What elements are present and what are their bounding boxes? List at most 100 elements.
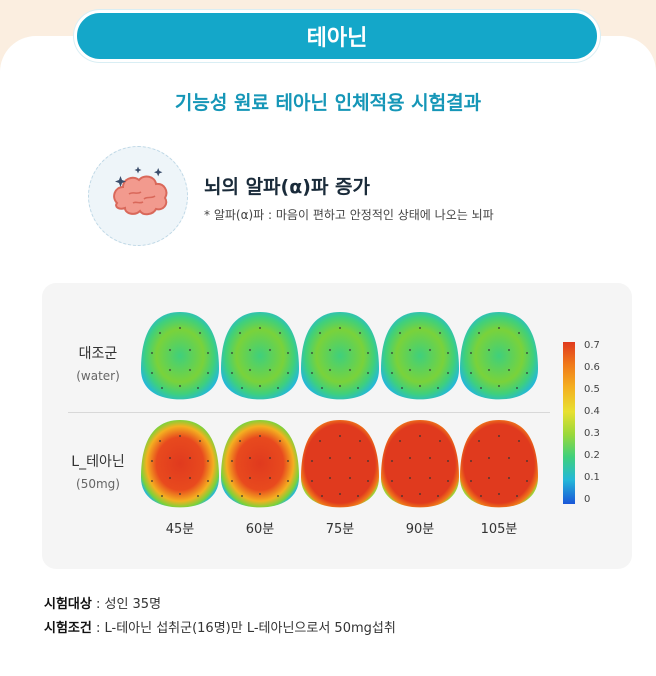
- electrode-dot: [151, 352, 153, 354]
- electrode-dot: [359, 332, 361, 334]
- electrode-dot: [339, 493, 341, 495]
- electrode-dot: [349, 369, 351, 371]
- electrode-dot: [287, 480, 289, 482]
- electrode-dot: [399, 440, 401, 442]
- time-label: 45분: [165, 522, 195, 537]
- electrode-dot: [447, 480, 449, 482]
- electrode-dot: [199, 440, 201, 442]
- theanine-brain-map: [381, 420, 459, 508]
- row-divider: [68, 412, 550, 413]
- electrode-dot: [470, 352, 472, 354]
- electrode-dot: [508, 369, 510, 371]
- electrode-dot: [516, 387, 518, 389]
- electrode-dot: [498, 493, 500, 495]
- theanine-brain-map: [301, 420, 379, 508]
- electrode-dot: [401, 495, 403, 497]
- electrode-dot: [197, 387, 199, 389]
- electrode-dot: [429, 477, 431, 479]
- electrode-dot: [409, 369, 411, 371]
- electrode-dot: [269, 457, 271, 459]
- time-label: 90분: [405, 522, 435, 537]
- electrode-dot: [321, 387, 323, 389]
- electrode-dot: [409, 349, 411, 351]
- electrode-dot: [419, 493, 421, 495]
- electrode-dot: [319, 440, 321, 442]
- colorbar-tick: 0.3: [584, 428, 600, 439]
- electrode-dot: [249, 369, 251, 371]
- electrode-dot: [498, 327, 500, 329]
- electrode-dot: [339, 327, 341, 329]
- colorbar: [563, 342, 575, 504]
- electrode-dot: [151, 460, 153, 462]
- colorbar-tick: 0.5: [584, 384, 600, 395]
- electrode-dot: [526, 352, 528, 354]
- electrode-dot: [401, 387, 403, 389]
- electrode-dot: [189, 477, 191, 479]
- electrode-dot: [391, 480, 393, 482]
- electrode-dot: [470, 460, 472, 462]
- electrode-dot: [321, 495, 323, 497]
- electrode-dot: [249, 457, 251, 459]
- electrode-dot: [429, 369, 431, 371]
- electrode-dot: [189, 369, 191, 371]
- row-label-main: 대조군: [78, 346, 118, 362]
- electrode-dot: [189, 349, 191, 351]
- electrode-dot: [508, 477, 510, 479]
- electrode-dot: [518, 440, 520, 442]
- electrode-dot: [526, 480, 528, 482]
- control-brain-map: [381, 312, 459, 400]
- study-condition-label: 시험조건: [44, 621, 92, 636]
- electrode-dot: [169, 477, 171, 479]
- electrode-dot: [329, 349, 331, 351]
- electrode-dot: [508, 457, 510, 459]
- electrode-dot: [169, 457, 171, 459]
- brain-maps: [141, 312, 575, 508]
- section-subtitle: 기능성 원료 테아닌 인체적용 시험결과: [174, 92, 482, 114]
- electrode-dot: [526, 460, 528, 462]
- electrode-dot: [399, 332, 401, 334]
- electrode-dot: [488, 349, 490, 351]
- electrode-dot: [151, 372, 153, 374]
- electrode-dot: [207, 460, 209, 462]
- time-label: 105분: [480, 522, 518, 537]
- electrode-dot: [231, 480, 233, 482]
- electrode-dot: [239, 332, 241, 334]
- electrode-dot: [277, 495, 279, 497]
- electrode-dot: [447, 460, 449, 462]
- electrode-dot: [207, 480, 209, 482]
- electrode-dot: [287, 352, 289, 354]
- electrode-dot: [287, 460, 289, 462]
- electrode-dot: [357, 387, 359, 389]
- electrode-dot: [419, 435, 421, 437]
- colorbar-tick: 0: [584, 494, 591, 505]
- time-label: 60분: [245, 522, 275, 537]
- electrode-dot: [447, 352, 449, 354]
- electrode-dot: [207, 352, 209, 354]
- electrode-dot: [179, 327, 181, 329]
- control-brain-map: [141, 312, 219, 400]
- electrode-dot: [470, 372, 472, 374]
- electrode-dot: [269, 369, 271, 371]
- electrode-dot: [339, 385, 341, 387]
- electrode-dot: [349, 349, 351, 351]
- page-title: 테아닌: [306, 26, 368, 51]
- electrode-dot: [478, 332, 480, 334]
- electrode-dot: [241, 387, 243, 389]
- electrode-dot: [480, 387, 482, 389]
- electrode-dot: [349, 457, 351, 459]
- electrode-dot: [439, 332, 441, 334]
- electrode-dot: [259, 385, 261, 387]
- electrode-dot: [488, 369, 490, 371]
- electrode-dot: [161, 495, 163, 497]
- electrode-dot: [367, 460, 369, 462]
- row-label-theanine: L_테아닌 (50mg): [58, 451, 138, 491]
- electrode-dot: [329, 369, 331, 371]
- electrode-dot: [391, 352, 393, 354]
- electrode-dot: [470, 480, 472, 482]
- electrode-dot: [349, 477, 351, 479]
- electrode-dot: [357, 495, 359, 497]
- electrode-dot: [329, 457, 331, 459]
- electrode-dot: [231, 352, 233, 354]
- electrode-dot: [367, 372, 369, 374]
- electrode-dot: [498, 435, 500, 437]
